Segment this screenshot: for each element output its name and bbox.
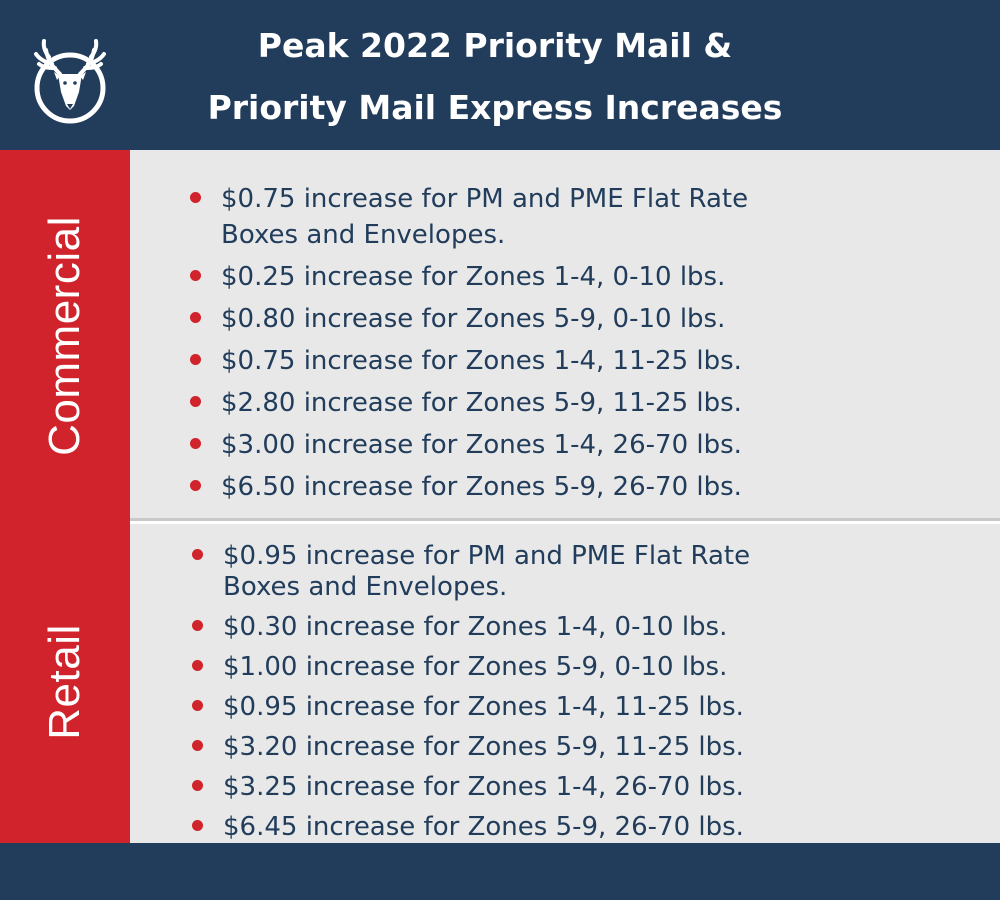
bullet-icon bbox=[190, 396, 201, 407]
bullet-icon bbox=[190, 354, 201, 365]
list-item-text: $0.95 increase for Zones 1-4, 11-25 lbs. bbox=[223, 692, 744, 722]
list-item-text: $0.75 increase for Zones 1-4, 11-25 lbs. bbox=[221, 346, 742, 376]
list-item: $3.00 increase for Zones 1-4, 26-70 lbs. bbox=[190, 427, 748, 463]
commercial-section: Commercial $0.75 increase for PM and PME… bbox=[0, 150, 1000, 521]
bullet-icon bbox=[192, 700, 203, 711]
list-item: $3.25 increase for Zones 1-4, 26-70 lbs. bbox=[192, 772, 750, 803]
retail-section: Retail $0.95 increase for PM and PME Fla… bbox=[0, 521, 1000, 843]
list-item: $2.80 increase for Zones 5-9, 11-25 lbs. bbox=[190, 385, 748, 421]
list-item: $0.30 increase for Zones 1-4, 0-10 lbs. bbox=[192, 612, 750, 643]
bullet-icon bbox=[192, 620, 203, 631]
list-item: $3.20 increase for Zones 5-9, 11-25 lbs. bbox=[192, 732, 750, 763]
list-item-text: $6.50 increase for Zones 5-9, 26-70 lbs. bbox=[221, 472, 742, 502]
list-item-text: $0.95 increase for PM and PME Flat Rate bbox=[223, 541, 751, 571]
commercial-sidebar: Commercial bbox=[0, 150, 130, 521]
list-item: $6.45 increase for Zones 5-9, 26-70 lbs. bbox=[192, 812, 750, 843]
bullet-icon bbox=[190, 438, 201, 449]
list-item-text-continued: Boxes and Envelopes. bbox=[221, 220, 506, 250]
commercial-label: Commercial bbox=[40, 215, 89, 456]
bullet-icon bbox=[192, 780, 203, 791]
page-title-line1: Peak 2022 Priority Mail & bbox=[257, 26, 733, 65]
bullet-icon bbox=[190, 480, 201, 491]
bullet-icon bbox=[192, 660, 203, 671]
list-item-text: $1.00 increase for Zones 5-9, 0-10 lbs. bbox=[223, 652, 728, 682]
commercial-panel: $0.75 increase for PM and PME Flat Rate … bbox=[130, 150, 1000, 521]
list-item-text: $0.30 increase for Zones 1-4, 0-10 lbs. bbox=[223, 612, 728, 642]
list-item-text: $0.25 increase for Zones 1-4, 0-10 lbs. bbox=[221, 262, 726, 292]
list-item-text: $3.25 increase for Zones 1-4, 26-70 lbs. bbox=[223, 772, 744, 802]
list-item: $0.95 increase for Zones 1-4, 11-25 lbs. bbox=[192, 692, 750, 723]
header: Peak 2022 Priority Mail & Priority Mail … bbox=[0, 0, 1000, 150]
retail-list: $0.95 increase for PM and PME Flat Rate … bbox=[192, 541, 750, 852]
bullet-icon bbox=[192, 740, 203, 751]
list-item: $0.95 increase for PM and PME Flat Rate … bbox=[192, 541, 750, 603]
list-item-text-continued: Boxes and Envelopes. bbox=[223, 572, 508, 602]
list-item-text: $3.00 increase for Zones 1-4, 26-70 lbs. bbox=[221, 430, 742, 460]
footer-bar bbox=[0, 843, 1000, 900]
list-item: $0.75 increase for Zones 1-4, 11-25 lbs. bbox=[190, 343, 748, 379]
commercial-list: $0.75 increase for PM and PME Flat Rate … bbox=[190, 181, 748, 511]
retail-sidebar: Retail bbox=[0, 521, 130, 843]
list-item-text: $6.45 increase for Zones 5-9, 26-70 lbs. bbox=[223, 812, 744, 842]
bullet-icon bbox=[192, 820, 203, 831]
list-item: $1.00 increase for Zones 5-9, 0-10 lbs. bbox=[192, 652, 750, 683]
page-title-line2: Priority Mail Express Increases bbox=[207, 88, 783, 127]
bullet-icon bbox=[190, 270, 201, 281]
list-item-text: $2.80 increase for Zones 5-9, 11-25 lbs. bbox=[221, 388, 742, 418]
list-item: $0.25 increase for Zones 1-4, 0-10 lbs. bbox=[190, 259, 748, 295]
list-item: $6.50 increase for Zones 5-9, 26-70 lbs. bbox=[190, 469, 748, 505]
bullet-icon bbox=[190, 312, 201, 323]
list-item: $0.75 increase for PM and PME Flat Rate … bbox=[190, 181, 748, 253]
retail-label: Retail bbox=[40, 624, 89, 740]
deer-head-logo bbox=[34, 39, 106, 124]
list-item-text: $0.80 increase for Zones 5-9, 0-10 lbs. bbox=[221, 304, 726, 334]
bullet-icon bbox=[192, 549, 203, 560]
retail-panel: $0.95 increase for PM and PME Flat Rate … bbox=[130, 521, 1000, 843]
bullet-icon bbox=[190, 192, 201, 203]
list-item-text: $0.75 increase for PM and PME Flat Rate bbox=[221, 184, 749, 214]
list-item: $0.80 increase for Zones 5-9, 0-10 lbs. bbox=[190, 301, 748, 337]
list-item-text: $3.20 increase for Zones 5-9, 11-25 lbs. bbox=[223, 732, 744, 762]
